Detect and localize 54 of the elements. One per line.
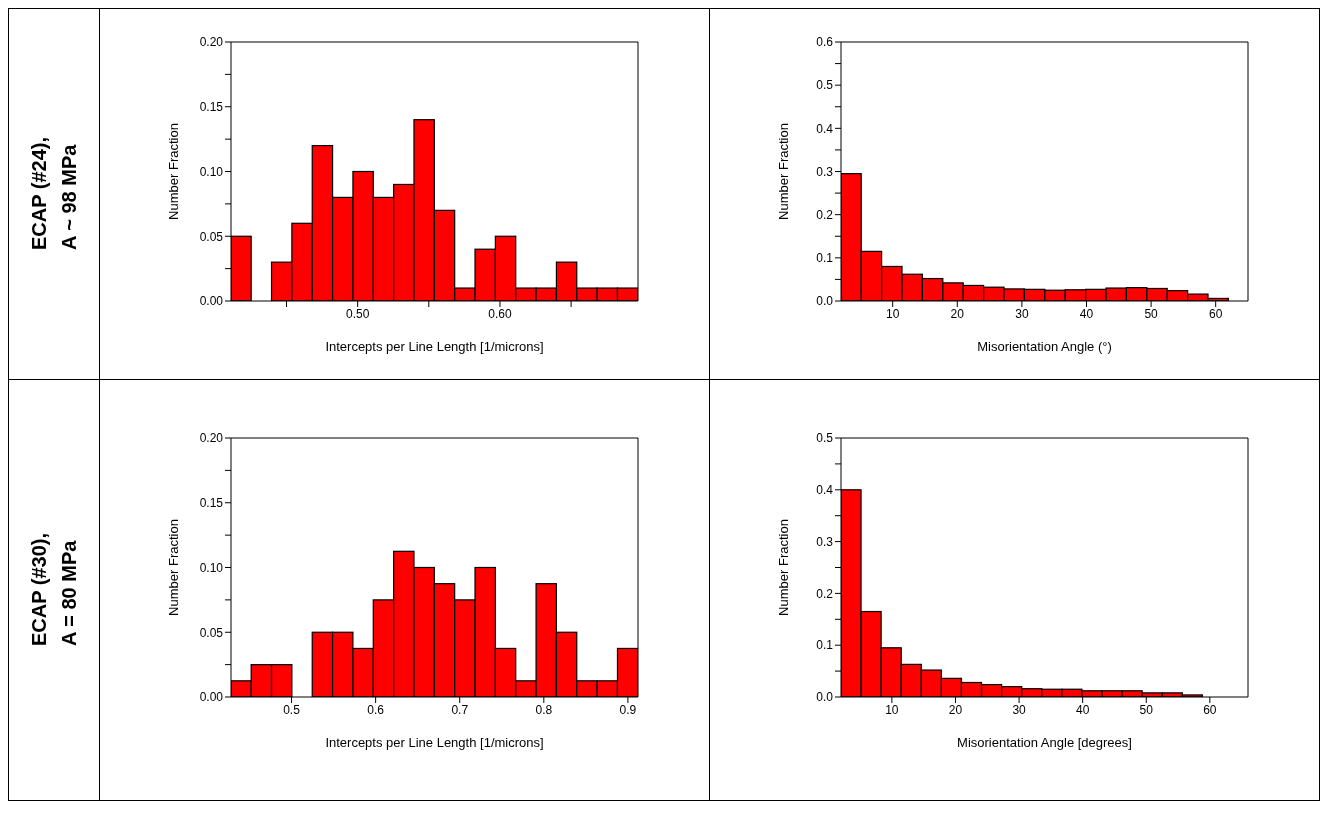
y-axis-title: Number Fraction [775, 123, 791, 220]
x-tick-label: 40 [1079, 306, 1093, 321]
y-tick-label: 0.0 [815, 294, 833, 309]
x-tick-label: 0.6 [366, 702, 384, 717]
y-tick-label: 0.05 [199, 625, 223, 640]
x-axis-title: Intercepts per Line Length [1/microns] [324, 735, 544, 750]
y-tick-label: 0.05 [199, 229, 223, 244]
y-tick-label: 0.1 [815, 638, 833, 653]
x-tick-label: 20 [948, 702, 962, 717]
text: ECAP (#30), [27, 533, 51, 647]
y-axis-title: Number Fraction [165, 519, 181, 616]
y-tick-label: 0.3 [815, 534, 833, 549]
x-tick-label: 20 [950, 306, 964, 321]
x-axis-title: Intercepts per Line Length [1/microns] [324, 339, 544, 354]
y-tick-label: 0.20 [199, 431, 223, 446]
x-tick-label: 40 [1075, 702, 1090, 717]
y-tick-label: 0.2 [815, 207, 833, 222]
x-tick-label: 0.7 [450, 702, 468, 717]
text: ECAP (#24), [27, 137, 51, 251]
x-tick-label: 60 [1202, 702, 1217, 717]
x-axis-title: Misorientation Angle (°) [976, 339, 1112, 354]
x-tick-label: 0.50 [345, 306, 370, 321]
x-tick-label: 30 [1011, 702, 1026, 717]
y-tick-label: 0.1 [815, 251, 833, 266]
text: A = 80 MPa [57, 539, 81, 647]
y-tick-label: 0.15 [199, 496, 223, 511]
y-axis-title: Number Fraction [775, 519, 791, 616]
y-tick-label: 0.20 [199, 35, 223, 50]
y-axis-title: Number Fraction [165, 123, 181, 220]
y-tick-label: 0.6 [815, 35, 833, 50]
y-tick-label: 0.4 [815, 121, 833, 136]
text: A ~ 98 MPa [57, 143, 81, 251]
x-tick-label: 10 [885, 306, 900, 321]
y-tick-label: 0.5 [815, 431, 833, 446]
x-tick-label: 10 [884, 702, 899, 717]
y-tick-label: 0.4 [815, 483, 833, 498]
y-tick-label: 0.00 [199, 294, 223, 309]
y-tick-label: 0.5 [815, 78, 833, 93]
x-tick-label: 50 [1139, 702, 1153, 717]
y-tick-label: 0.00 [199, 690, 223, 705]
y-tick-label: 0.10 [199, 560, 223, 575]
x-tick-label: 50 [1143, 306, 1158, 321]
x-tick-label: 60 [1208, 306, 1223, 321]
y-tick-label: 0.0 [815, 690, 833, 705]
x-tick-label: 0.9 [619, 702, 637, 717]
x-tick-label: 0.8 [534, 702, 552, 717]
y-tick-label: 0.3 [815, 164, 833, 179]
x-tick-label: 0.60 [487, 306, 512, 321]
y-tick-label: 0.15 [199, 100, 223, 115]
x-tick-label: 0.5 [282, 702, 300, 717]
y-tick-label: 0.2 [815, 586, 833, 601]
y-tick-label: 0.10 [199, 164, 223, 179]
x-axis-title: Misorientation Angle [degrees] [956, 735, 1132, 750]
x-tick-label: 30 [1014, 306, 1029, 321]
